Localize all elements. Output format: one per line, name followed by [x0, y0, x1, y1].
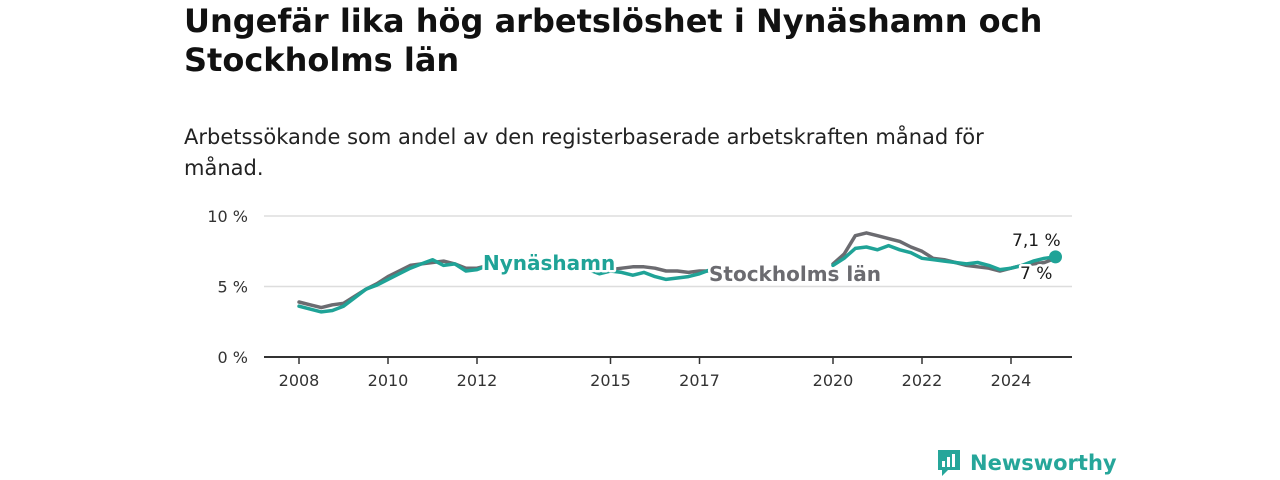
series-layer — [297, 231, 1058, 314]
brand-name: Newsworthy — [970, 451, 1117, 475]
x-tick-label: 2010 — [368, 371, 409, 390]
newsworthy-logo-icon — [938, 450, 960, 476]
x-tick-label: 2024 — [991, 371, 1032, 390]
y-tick-label: 10 % — [207, 207, 248, 226]
series-nynashamn — [297, 243, 1058, 314]
y-tick-label: 0 % — [218, 348, 248, 367]
x-tick-label: 2020 — [813, 371, 854, 390]
series-label-stockholms-lan: Stockholms län — [709, 262, 881, 286]
series-line-segment — [297, 259, 502, 310]
x-tick-label: 2017 — [679, 371, 720, 390]
end-label-nynashamn: 7,1 % — [1012, 231, 1061, 251]
chart-subtitle: Arbetssökande som andel av den registerb… — [184, 125, 984, 180]
series-label-nynashamn: Nynäshamn — [483, 251, 615, 275]
chart-title: Ungefär lika hög arbetslöshet i Nynäsham… — [184, 2, 1043, 79]
newsworthy-logo[interactable]: Newsworthy — [936, 448, 1117, 478]
x-tick-label: 2015 — [590, 371, 631, 390]
end-point-marker — [1049, 250, 1062, 264]
x-tick-label: 2012 — [457, 371, 498, 390]
y-tick-label: 5 % — [218, 278, 248, 297]
x-axis: 2008 2010 2012 2015 2017 2020 2022 2024 — [264, 356, 1072, 390]
x-tick-label: 2022 — [902, 371, 943, 390]
series-line-segment — [297, 257, 502, 314]
x-tick-label: 2008 — [279, 371, 320, 390]
grid-layer: 0 % 5 % 10 % — [207, 207, 1072, 367]
end-label-stockholms-lan: 7 % — [1020, 264, 1052, 284]
series-stockholms-lan — [297, 231, 1058, 310]
series-line-segment — [586, 267, 713, 282]
series-line-segment — [831, 243, 1058, 272]
label-layer: Nynäshamn Stockholms län 7,1 % 7 % — [481, 229, 1064, 289]
series-line-segment — [586, 263, 713, 275]
